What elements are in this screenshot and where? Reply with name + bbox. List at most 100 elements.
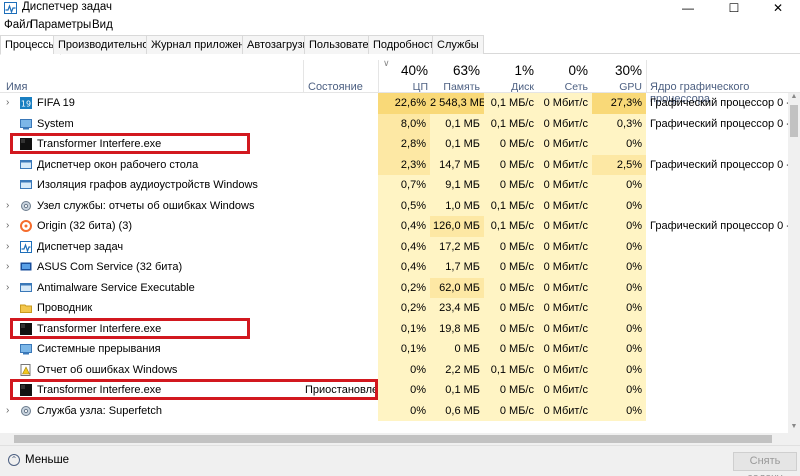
expand-chevron-icon[interactable]: › [6,281,10,293]
tab-users[interactable]: Пользователи [304,35,386,54]
memory-cell: 9,1 МБ [430,175,484,196]
process-row[interactable]: Transformer Interfere.exe Приостановлено 0… [0,380,788,401]
gpu-cell: 0% [592,195,646,216]
gpu-engine-cell: Графический процессор 0 - 3D [650,97,788,109]
memory-cell: 19,8 МБ [430,318,484,339]
process-row[interactable]: Transformer Interfere.exe 2,8% 0,1 МБ 0 МБ/… [0,134,788,155]
highlight-box [10,133,250,154]
cpu-cell: 0% [378,359,430,380]
column-divider[interactable] [646,60,647,92]
process-row[interactable]: › 19 FIFA 19 22,6% 2 548,3 МБ 0,1 МБ/с 0 Мбит/… [0,93,788,114]
col-cpu-label[interactable]: ЦП [412,81,428,93]
process-row[interactable]: › Диспетчер задач 0,4% 17,2 МБ 0 МБ/с 0 Мбит/… [0,236,788,257]
gpu-cell: 0% [592,400,646,421]
col-gpu-label[interactable]: GPU [619,81,642,93]
process-name: Проводник [37,302,93,314]
column-divider[interactable] [378,60,379,92]
end-task-button[interactable]: Снять задачу [733,452,797,476]
app-black-icon [20,322,32,335]
process-name: Служба узла: Superfetch [37,404,162,417]
network-cell: 0 Мбит/с [538,257,592,278]
process-row[interactable]: › Служба узла: Superfetch 0% 0,6 МБ 0 МБ/с 0 … [0,400,788,421]
hscroll-thumb[interactable] [14,435,772,443]
maximize-icon[interactable]: ☐ [728,1,740,15]
vertical-scrollbar[interactable]: ▲ ▼ [788,93,800,433]
col-gpu-pct[interactable]: 30% [614,63,642,78]
process-name: ASUS Com Service (32 бита) [37,261,183,273]
col-memory-label[interactable]: Память [443,81,480,93]
col-disk-pct[interactable]: 1% [514,63,534,78]
col-name[interactable]: Имя [6,81,28,93]
horizontal-scrollbar[interactable] [0,433,800,445]
disk-cell: 0 МБ/с [484,298,538,319]
scroll-up-icon[interactable]: ▲ [790,93,798,100]
network-cell: 0 Мбит/с [538,400,592,421]
expand-chevron-icon[interactable]: › [6,404,10,416]
disk-cell: 0 МБ/с [484,400,538,421]
memory-cell: 1,0 МБ [430,195,484,216]
process-name: Transformer Interfere.exe [37,138,162,150]
process-row[interactable]: Системные прерывания 0,1% 0 МБ 0 МБ/с 0 Мбит… [0,339,788,360]
gpu-engine-cell: Графический процессор 0 - 3D [650,220,788,232]
process-row[interactable]: Отчет об ошибках Windows 0% 2,2 МБ 0,1 МБ/с… [0,359,788,380]
expand-chevron-icon[interactable]: › [6,220,10,231]
process-row[interactable]: › ASUS Com Service (32 бита) 0,4% 1,7 МБ 0 М… [0,257,788,278]
tab-app-history[interactable]: Журнал приложений [146,35,262,54]
gpu-cell: 0% [592,216,646,237]
desktop-window-icon [20,159,32,171]
col-network-pct[interactable]: 0% [568,63,588,78]
scroll-thumb[interactable] [790,105,798,137]
col-gpu-engine[interactable]: Ядро графического процессора [650,81,750,105]
process-row[interactable]: Проводник 0,2% 23,4 МБ 0 МБ/с 0 Мбит/с 0% [0,298,788,319]
expand-chevron-icon[interactable]: › [6,261,10,272]
col-disk-label[interactable]: Диск [511,81,534,93]
process-name: FIFA 19 [37,97,75,109]
process-name: Узел службы: отчеты об ошибках Windows [37,199,255,212]
process-row[interactable]: › Узел службы: отчеты об ошибках Windows 0… [0,195,788,216]
network-cell: 0 Мбит/с [538,277,592,298]
process-name: Изоляция графов аудиоустройств Windows [37,179,258,191]
svg-text:19: 19 [21,100,31,109]
col-cpu-pct[interactable]: 40% [400,63,428,78]
menu-file[interactable]: Файл [4,19,33,31]
tab-details[interactable]: Подробности [368,35,446,54]
gpu-cell: 2,5% [592,154,646,175]
close-icon[interactable]: ✕ [772,1,784,15]
menu-view[interactable]: Вид [92,19,113,31]
process-row[interactable]: › Antimalware Service Executable 0,2% 62,0 … [0,277,788,298]
tab-performance[interactable]: Производительность [53,35,170,54]
disk-cell: 0,1 МБ/с [484,195,538,216]
memory-cell: 0,1 МБ [430,380,484,401]
gpu-cell: 0% [592,298,646,319]
network-cell: 0 Мбит/с [538,318,592,339]
fewer-details-button[interactable]: ⌃ Меньше [8,454,69,466]
network-cell: 0 Мбит/с [538,236,592,257]
expand-chevron-icon[interactable]: › [6,240,10,252]
tab-processes[interactable]: Процессы [0,35,62,55]
col-state[interactable]: Состояние [308,81,363,93]
cpu-cell: 0,5% [378,195,430,216]
tab-services[interactable]: Службы [432,35,484,54]
col-memory-pct[interactable]: 63% [452,63,480,78]
scroll-down-icon[interactable]: ▼ [790,423,798,430]
memory-cell: 17,2 МБ [430,236,484,257]
process-name: System [37,117,74,130]
process-row[interactable]: Изоляция графов аудиоустройств Windows 0,… [0,175,788,196]
column-header: Имя Состояние ∨ 40% ЦП 63% Память 1% Дис… [0,55,800,105]
menu-options[interactable]: Параметры [30,19,92,31]
expand-chevron-icon[interactable]: › [6,97,10,108]
process-row[interactable]: System 8,0% 0,1 МБ 0,1 МБ/с 0 Мбит/с 0,3% Граф… [0,113,788,134]
defender-icon [20,282,32,294]
process-name: Диспетчер задач [37,240,124,253]
title-bar: Диспетчер задач — ☐ ✕ [0,0,800,16]
process-row[interactable]: Диспетчер окон рабочего стола 2,3% 14,7 МБ… [0,154,788,175]
expand-chevron-icon[interactable]: › [6,199,10,211]
column-divider[interactable] [303,60,304,92]
process-row[interactable]: › Origin (32 бита) (3) 0,4% 126,0 МБ 0,1 МБ/… [0,216,788,237]
minimize-icon[interactable]: — [682,1,694,15]
folder-icon [20,302,32,314]
process-name: Origin (32 бита) (3) [37,220,132,232]
tab-startup[interactable]: Автозагрузка [242,35,319,54]
col-network-label[interactable]: Сеть [564,81,588,93]
process-row[interactable]: Transformer Interfere.exe 0,1% 19,8 МБ 0 МБ… [0,318,788,339]
